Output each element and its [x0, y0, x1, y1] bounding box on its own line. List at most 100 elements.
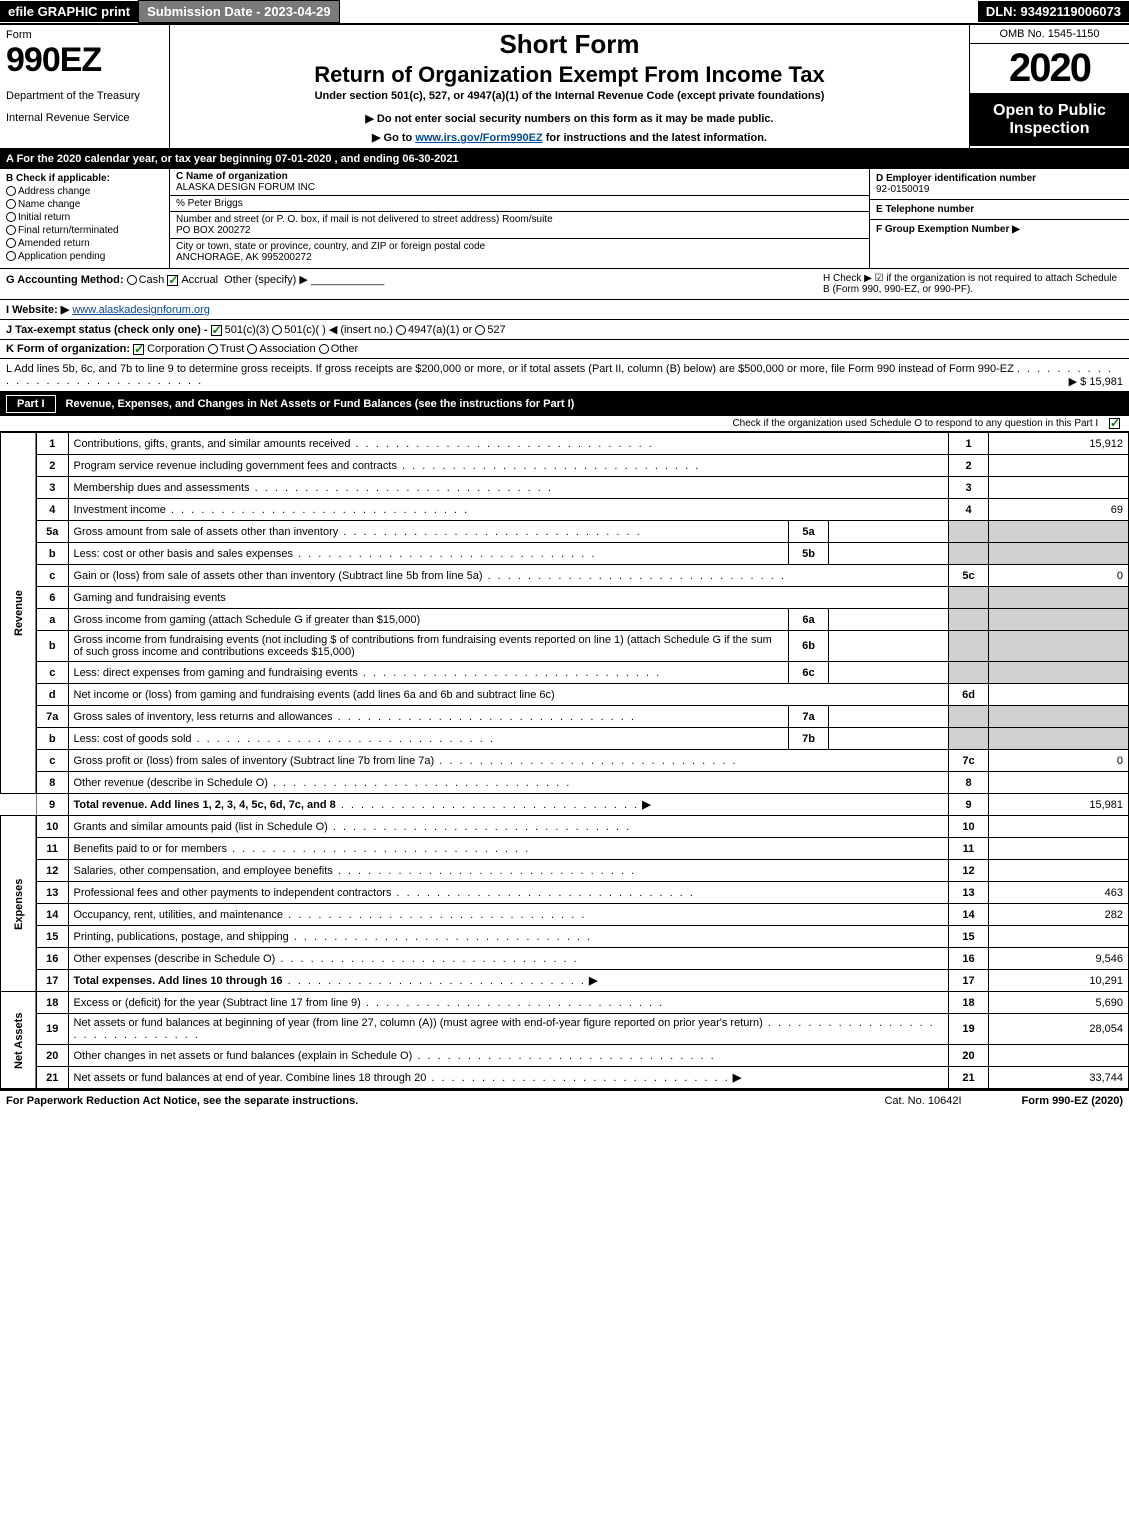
line-1: Revenue 1 Contributions, gifts, grants, …: [1, 433, 1129, 455]
line-19: 19 Net assets or fund balances at beginn…: [1, 1014, 1129, 1045]
radio-cash[interactable]: [127, 275, 137, 285]
ssn-warning: ▶ Do not enter social security numbers o…: [176, 112, 963, 125]
street-val: PO BOX 200272: [176, 225, 863, 236]
d-label: D Employer identification number: [876, 173, 1123, 184]
line-6: 6 Gaming and fundraising events: [1, 587, 1129, 609]
radio-other-org[interactable]: [319, 344, 329, 354]
radio-4947[interactable]: [396, 325, 406, 335]
g-label: G Accounting Method:: [6, 274, 124, 286]
line-12: 12 Salaries, other compensation, and emp…: [1, 860, 1129, 882]
goto-line: ▶ Go to www.irs.gov/Form990EZ for instru…: [176, 131, 963, 144]
line-10: Expenses 10 Grants and similar amounts p…: [1, 816, 1129, 838]
street-row: Number and street (or P. O. box, if mail…: [170, 212, 869, 239]
e-label: E Telephone number: [876, 204, 1123, 215]
chk-501c3[interactable]: [211, 325, 222, 336]
radio-association[interactable]: [247, 344, 257, 354]
line-7b: b Less: cost of goods sold 7b: [1, 728, 1129, 750]
dln-label: DLN: 93492119006073: [978, 1, 1129, 22]
line-6a: a Gross income from gaming (attach Sched…: [1, 609, 1129, 631]
l-text: L Add lines 5b, 6c, and 7b to line 9 to …: [6, 363, 1014, 375]
dept-irs: Internal Revenue Service: [6, 112, 163, 124]
efile-print-label[interactable]: efile GRAPHIC print: [0, 1, 138, 22]
irs-link[interactable]: www.irs.gov/Form990EZ: [415, 132, 542, 144]
side-netassets: Net Assets: [1, 992, 37, 1089]
line-6b: b Gross income from fundraising events (…: [1, 631, 1129, 662]
part-1-sub-text: Check if the organization used Schedule …: [732, 418, 1098, 429]
goto-pre: ▶ Go to: [372, 132, 415, 144]
g-other: Other (specify) ▶: [224, 274, 308, 286]
line-15: 15 Printing, publications, postage, and …: [1, 926, 1129, 948]
chk-amended[interactable]: Amended return: [6, 238, 163, 249]
side-expenses: Expenses: [1, 816, 37, 992]
f-label: F Group Exemption Number ▶: [876, 224, 1123, 235]
c-label: C Name of organization: [176, 171, 863, 182]
chk-accrual[interactable]: [167, 275, 178, 286]
line-8: 8 Other revenue (describe in Schedule O)…: [1, 772, 1129, 794]
top-bar: efile GRAPHIC print Submission Date - 20…: [0, 0, 1129, 25]
line-13: 13 Professional fees and other payments …: [1, 882, 1129, 904]
open-to-public: Open to Public Inspection: [970, 94, 1129, 146]
chk-schedule-o[interactable]: [1109, 418, 1120, 429]
footer: For Paperwork Reduction Act Notice, see …: [0, 1089, 1129, 1111]
chk-initial-return[interactable]: Initial return: [6, 212, 163, 223]
org-name: ALASKA DESIGN FORUM INC: [176, 182, 863, 193]
b-head: B Check if applicable:: [6, 173, 163, 184]
header-center: Short Form Return of Organization Exempt…: [170, 25, 969, 148]
radio-527[interactable]: [475, 325, 485, 335]
line-18: Net Assets 18 Excess or (deficit) for th…: [1, 992, 1129, 1014]
calendar-year-row: A For the 2020 calendar year, or tax yea…: [0, 150, 1129, 169]
k-form-org-row: K Form of organization: Corporation Trus…: [0, 340, 1129, 359]
part-1-label: Part I: [6, 395, 56, 413]
chk-final-return[interactable]: Final return/terminated: [6, 225, 163, 236]
line-14: 14 Occupancy, rent, utilities, and maint…: [1, 904, 1129, 926]
form-number: 990EZ: [6, 41, 163, 80]
org-name-row: C Name of organization ALASKA DESIGN FOR…: [170, 169, 869, 196]
line-4: 4 Investment income 4 69: [1, 499, 1129, 521]
website-link[interactable]: www.alaskadesignforum.org: [72, 304, 210, 316]
side-revenue: Revenue: [1, 433, 37, 794]
header-right: OMB No. 1545-1150 2020 Open to Public In…: [969, 25, 1129, 148]
line-2: 2 Program service revenue including gove…: [1, 455, 1129, 477]
line-3: 3 Membership dues and assessments 3: [1, 477, 1129, 499]
line-7a: 7a Gross sales of inventory, less return…: [1, 706, 1129, 728]
chk-name-change[interactable]: Name change: [6, 199, 163, 210]
group-exemption-row: F Group Exemption Number ▶: [870, 220, 1129, 239]
line-16: 16 Other expenses (describe in Schedule …: [1, 948, 1129, 970]
k-label: K Form of organization:: [6, 343, 130, 355]
radio-trust[interactable]: [208, 344, 218, 354]
line-20: 20 Other changes in net assets or fund b…: [1, 1045, 1129, 1067]
ein-val: 92-0150019: [876, 184, 1123, 195]
j-label: J Tax-exempt status (check only one) -: [6, 324, 211, 336]
g-h-row: G Accounting Method: Cash Accrual Other …: [0, 269, 1129, 300]
cat-no: Cat. No. 10642I: [884, 1095, 961, 1107]
city-label: City or town, state or province, country…: [176, 241, 863, 252]
l-gross-receipts-row: L Add lines 5b, 6c, and 7b to line 9 to …: [0, 359, 1129, 392]
goto-post: for instructions and the latest informat…: [543, 132, 767, 144]
line-7c: c Gross profit or (loss) from sales of i…: [1, 750, 1129, 772]
line-5b: b Less: cost or other basis and sales ex…: [1, 543, 1129, 565]
city-row: City or town, state or province, country…: [170, 239, 869, 265]
line-5a: 5a Gross amount from sale of assets othe…: [1, 521, 1129, 543]
part-1-title: Revenue, Expenses, and Changes in Net As…: [66, 398, 575, 410]
line-6c: c Less: direct expenses from gaming and …: [1, 662, 1129, 684]
form-word: Form: [6, 29, 163, 41]
part-1-table: Revenue 1 Contributions, gifts, grants, …: [0, 432, 1129, 1089]
dept-treasury: Department of the Treasury: [6, 90, 163, 102]
care-of-row: % Peter Briggs: [170, 196, 869, 212]
short-form-title: Short Form: [176, 29, 963, 60]
chk-corporation[interactable]: [133, 344, 144, 355]
chk-address-change[interactable]: Address change: [6, 186, 163, 197]
street-label: Number and street (or P. O. box, if mail…: [176, 214, 863, 225]
part-1-sub: Check if the organization used Schedule …: [0, 416, 1129, 432]
omb-number: OMB No. 1545-1150: [970, 25, 1129, 44]
g-accounting: G Accounting Method: Cash Accrual Other …: [6, 273, 823, 295]
radio-501c[interactable]: [272, 325, 282, 335]
phone-row: E Telephone number: [870, 200, 1129, 220]
header-left: Form 990EZ Department of the Treasury In…: [0, 25, 170, 148]
i-website-row: I Website: ▶ www.alaskadesignforum.org: [0, 300, 1129, 320]
section-b: B Check if applicable: Address change Na…: [0, 169, 1129, 269]
l-amount: ▶ $ 15,981: [1069, 375, 1123, 388]
line-5c: c Gain or (loss) from sale of assets oth…: [1, 565, 1129, 587]
h-schedule-b: H Check ▶ ☑ if the organization is not r…: [823, 273, 1123, 295]
chk-application-pending[interactable]: Application pending: [6, 251, 163, 262]
